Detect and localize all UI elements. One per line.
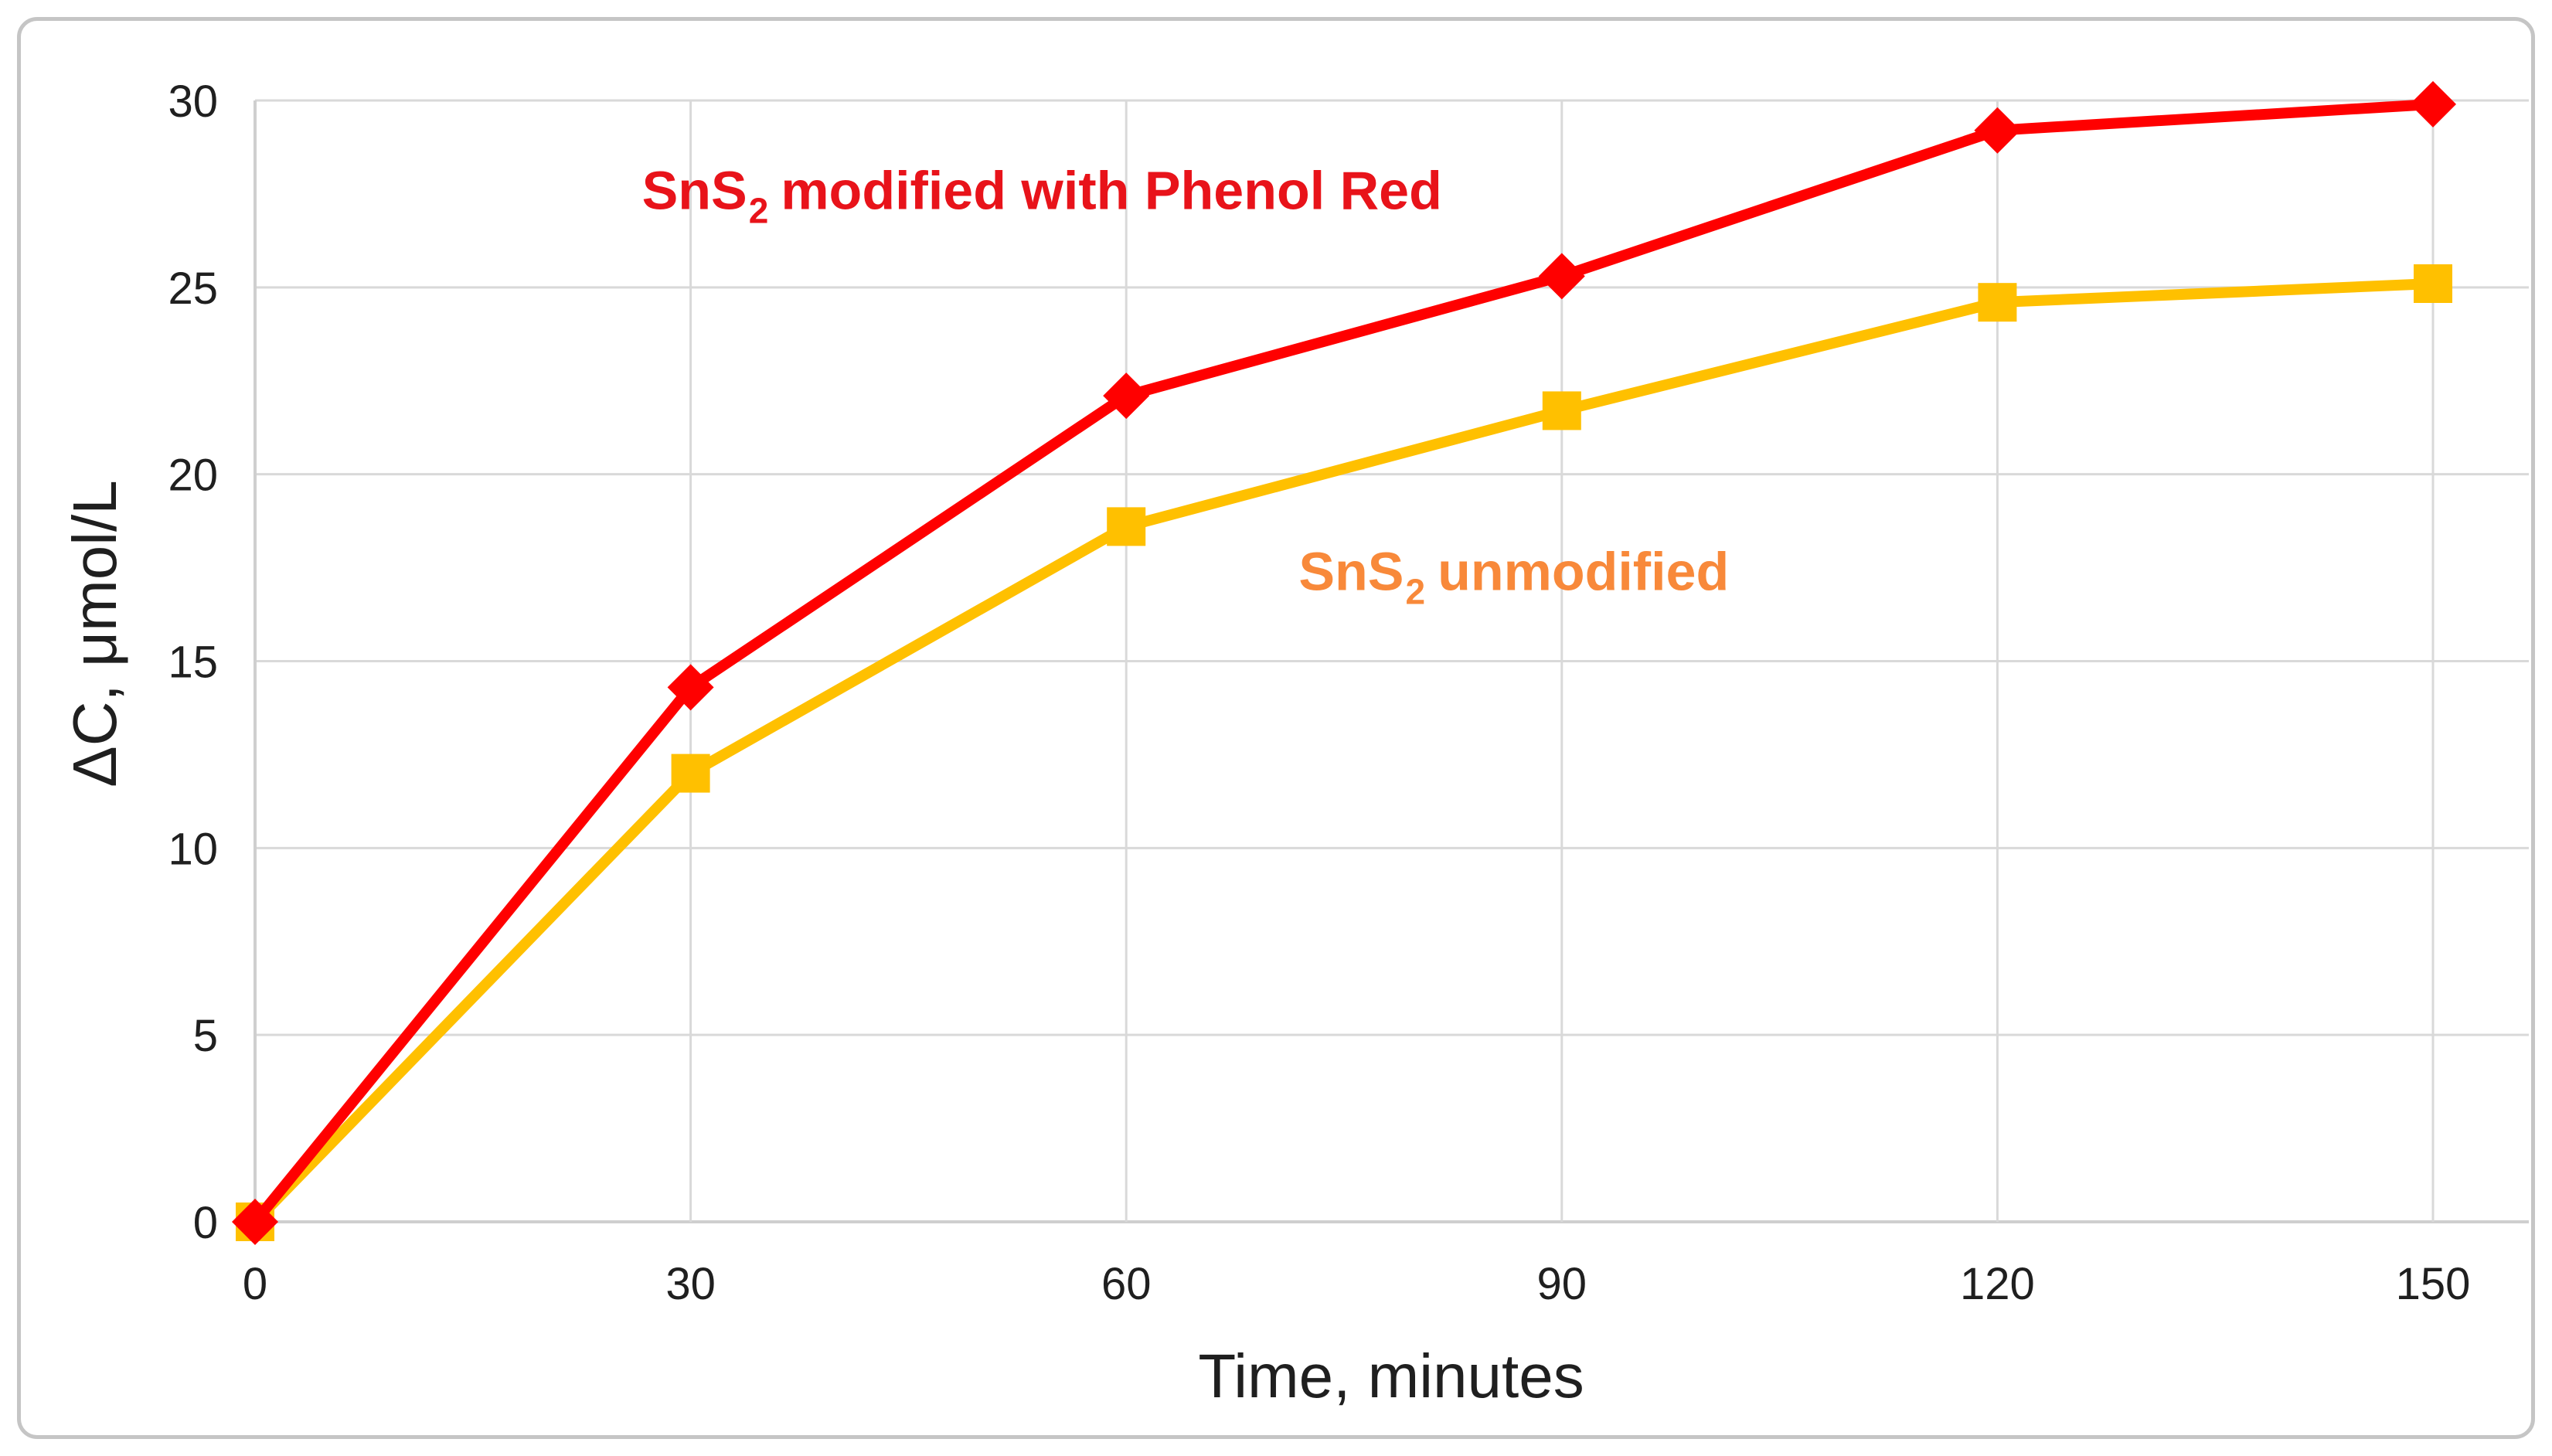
x-tick-label-150: 150 [2396,1259,2471,1309]
x-tick-label-30: 30 [665,1259,716,1309]
series-line-1 [250,98,2439,1227]
x-tick-label-60: 60 [1101,1259,1152,1309]
series-label-0-subscript: 2 [1405,572,1425,612]
gridlines-layer [253,99,2529,1223]
data-point-diamond [1103,373,1150,420]
series-label-1: SnS2 modified with Phenol Red [642,160,1442,230]
data-point-diamond [1974,107,2021,154]
data-point-square [1107,507,1146,546]
data-point-square [2414,264,2453,303]
x-tick-label-120: 120 [1960,1259,2035,1309]
series-layer [232,80,2457,1245]
y-tick-label-25: 25 [168,264,218,314]
tick-labels-layer: 0 5 10 15 20 25 30 0 30 60 90 120 150 [168,77,2470,1309]
series-label-0-text: unmodified [1438,542,1729,602]
y-tick-label-0: 0 [193,1198,218,1248]
data-point-square [1978,283,2017,322]
data-point-diamond [232,1199,278,1245]
series-label-1-subscript: 2 [749,190,769,230]
y-tick-label-20: 20 [168,451,218,501]
y-tick-label-5: 5 [193,1011,218,1061]
x-axis-title: Time, minutes [1198,1342,1584,1410]
y-tick-label-30: 30 [168,77,218,127]
data-point-diamond [2410,80,2457,128]
series-label-1-text: modified with Phenol Red [781,160,1442,220]
y-tick-label-10: 10 [168,824,218,874]
data-point-square [1542,391,1581,430]
data-point-square [671,754,710,793]
x-tick-label-0: 0 [243,1259,267,1309]
x-tick-label-90: 90 [1537,1259,1587,1309]
data-point-diamond [667,664,714,711]
y-axis-title: ΔC, μmol/L [60,480,129,787]
series-label-1-formula: SnS [642,160,747,220]
series-label-0-formula: SnS [1298,542,1404,602]
series-line-0 [250,277,2439,1227]
series-label-0: SnS2 unmodified [1298,542,1729,612]
data-point-diamond [1538,253,1585,300]
y-tick-label-15: 15 [168,638,218,688]
